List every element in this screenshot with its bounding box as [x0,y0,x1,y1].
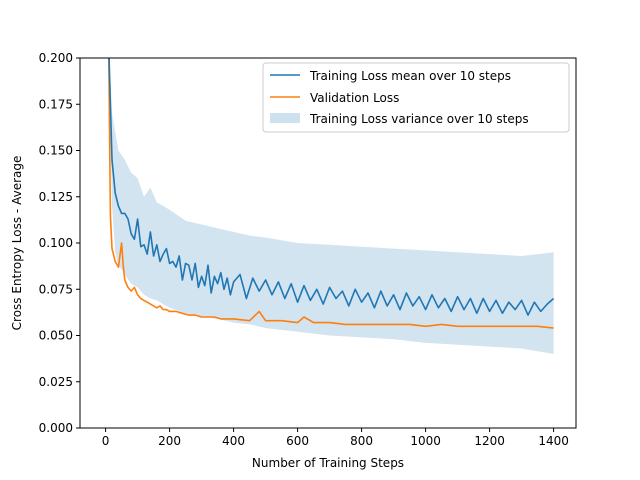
y-tick-label: 0.175 [39,97,73,111]
variance-band [108,58,554,354]
y-axis-label: Cross Entropy Loss - Average [10,156,24,331]
x-tick-label: 0 [102,434,110,448]
y-tick-label: 0.100 [39,236,73,250]
y-tick-label: 0.125 [39,190,73,204]
legend-swatch-variance [270,113,300,123]
x-tick-label: 800 [350,434,373,448]
validation-loss-line [108,58,554,329]
y-tick-label: 0.150 [39,144,73,158]
legend: Training Loss mean over 10 steps Validat… [262,62,570,133]
x-axis-label: Number of Training Steps [252,456,404,470]
y-tick-label: 0.050 [39,329,73,343]
legend-label-variance: Training Loss variance over 10 steps [309,112,529,126]
x-axis-ticks: 0 200 400 600 800 1000 1200 1400 [102,428,569,448]
legend-label-training-mean: Training Loss mean over 10 steps [309,69,511,83]
legend-label-validation: Validation Loss [310,91,399,105]
x-tick-label: 200 [158,434,181,448]
plot-area: 0 200 400 600 800 1000 1200 1400 0.000 0.025 0.05… [39,51,577,448]
y-tick-label: 0.200 [39,51,73,65]
x-tick-label: 400 [222,434,245,448]
x-tick-label: 1400 [538,434,569,448]
legend-frame [262,62,570,133]
y-axis-ticks: 0.000 0.025 0.050 0.075 0.100 0.125 0.150 0.175… [39,51,80,435]
training-loss-mean-line [108,58,555,316]
x-tick-label: 1000 [410,434,441,448]
x-tick-label: 600 [286,434,309,448]
y-tick-label: 0.000 [39,421,73,435]
y-tick-label: 0.075 [39,282,73,296]
y-tick-label: 0.025 [39,375,73,389]
series-layer [108,58,555,354]
x-tick-label: 1200 [474,434,505,448]
